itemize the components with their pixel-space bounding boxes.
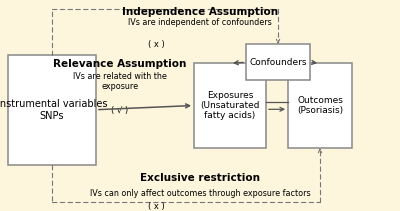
Text: Independence Assumption: Independence Assumption: [122, 7, 278, 17]
FancyBboxPatch shape: [194, 63, 266, 148]
FancyBboxPatch shape: [246, 44, 310, 80]
Text: Exclusive restriction: Exclusive restriction: [140, 173, 260, 183]
Text: Instrumental variables
SNPs: Instrumental variables SNPs: [0, 99, 107, 120]
Text: Exposures
(Unsaturated
fatty acids): Exposures (Unsaturated fatty acids): [200, 91, 260, 120]
Text: Relevance Assumption: Relevance Assumption: [53, 59, 187, 69]
Text: Confounders: Confounders: [249, 58, 307, 67]
Text: IVs are related with the
exposure: IVs are related with the exposure: [73, 72, 167, 91]
Text: Outcomes
(Psoriasis): Outcomes (Psoriasis): [297, 96, 343, 115]
Text: IVs are independent of confounders: IVs are independent of confounders: [128, 18, 272, 27]
Text: ( x ): ( x ): [148, 40, 164, 49]
Text: IVs can only affect outcomes through exposure factors: IVs can only affect outcomes through exp…: [90, 189, 310, 197]
Text: ( x ): ( x ): [148, 202, 164, 211]
FancyBboxPatch shape: [288, 63, 352, 148]
Text: ( √ ): ( √ ): [112, 106, 128, 115]
FancyBboxPatch shape: [8, 55, 96, 165]
